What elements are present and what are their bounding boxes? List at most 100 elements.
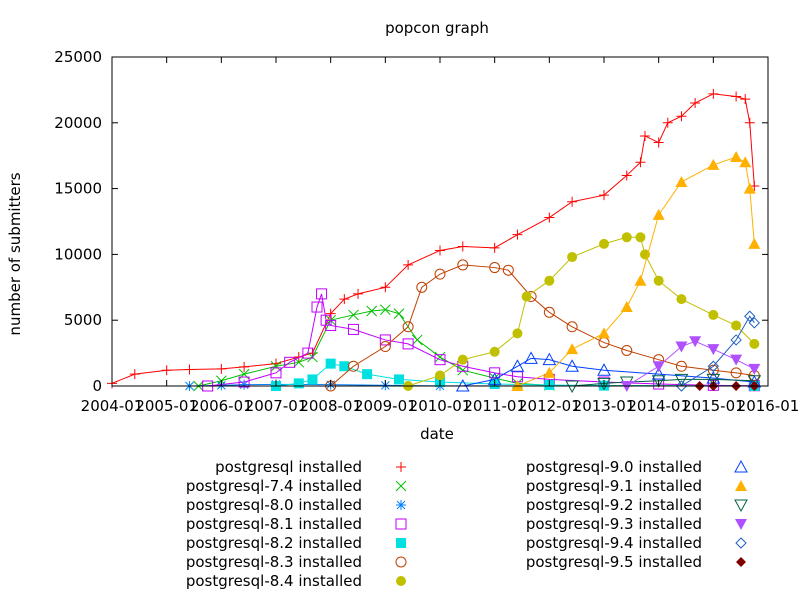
data-point (402, 321, 414, 333)
data-point (403, 259, 414, 270)
data-point (293, 378, 304, 389)
plot-series (107, 88, 762, 394)
chart-title: popcon graph (385, 19, 489, 37)
data-point (565, 359, 579, 372)
y-tick-label: 0 (92, 377, 102, 395)
legend-label: postgresql-9.4 installed (526, 534, 702, 552)
data-point (502, 264, 514, 276)
data-point (434, 354, 446, 366)
data-point (747, 375, 762, 388)
data-point (730, 367, 742, 379)
data-point (707, 158, 720, 170)
series-8 (511, 151, 761, 391)
data-point (599, 190, 609, 201)
data-point (730, 334, 742, 346)
data-point (239, 379, 250, 390)
legend-entry: postgresql installed (215, 458, 406, 476)
series-6 (403, 232, 760, 391)
y-axis-label: number of submitters (6, 172, 24, 335)
data-point (238, 376, 250, 388)
data-point (489, 242, 500, 253)
legend-label: postgresql-9.3 installed (526, 515, 702, 533)
data-point (652, 361, 665, 373)
data-point (521, 291, 532, 302)
data-point (239, 361, 250, 372)
series-0 (107, 88, 760, 389)
data-point (311, 301, 323, 313)
data-point (635, 232, 646, 243)
data-point (675, 176, 688, 188)
data-point (748, 237, 761, 249)
data-point (567, 252, 578, 263)
series-line (111, 93, 755, 384)
data-point (735, 519, 747, 530)
legend-entry: postgresql-7.4 installed (186, 477, 407, 495)
data-point (524, 351, 538, 364)
legend-entry: postgresql-9.0 installed (526, 458, 748, 476)
data-point (270, 360, 282, 372)
data-point (675, 341, 688, 353)
data-point (621, 344, 633, 356)
legend-label: postgresql-9.1 installed (526, 477, 702, 495)
data-point (708, 88, 719, 99)
data-point (393, 308, 405, 319)
series-10 (620, 336, 761, 392)
legend-label: postgresql-8.4 installed (186, 572, 362, 590)
data-point (435, 245, 445, 256)
data-point (325, 319, 337, 331)
series-3 (202, 288, 760, 392)
data-point (293, 352, 304, 363)
legend-entry: postgresql-8.2 installed (186, 534, 406, 552)
data-point (416, 281, 428, 293)
data-point (634, 274, 647, 286)
data-point (129, 369, 140, 380)
series-11 (675, 310, 761, 392)
data-point (707, 360, 720, 372)
data-point (396, 462, 406, 472)
data-point (736, 557, 746, 567)
data-point (707, 344, 720, 356)
data-point (597, 377, 611, 391)
data-point (621, 170, 632, 181)
data-point (734, 499, 748, 513)
x-tick-label: 2016-01 (737, 397, 800, 415)
y-tick-label: 20000 (54, 114, 102, 132)
data-point (316, 288, 328, 300)
x-tick-label: 2004-01 (81, 397, 144, 415)
data-point (489, 346, 500, 357)
data-point (512, 229, 523, 240)
data-point (339, 294, 350, 305)
data-point (543, 366, 556, 378)
data-point (653, 137, 664, 148)
legend-label: postgresql-7.4 installed (186, 477, 362, 495)
data-point (652, 208, 665, 220)
data-point (284, 356, 296, 368)
data-point (402, 338, 414, 350)
data-point (690, 98, 701, 109)
data-point (651, 375, 666, 388)
data-point (395, 518, 407, 530)
legend-entry: postgresql-8.3 installed (186, 553, 407, 571)
data-point (662, 117, 673, 128)
legend-entry: postgresql-9.4 installed (526, 534, 747, 552)
x-tick-label: 2010-01 (409, 397, 472, 415)
series-5 (325, 259, 760, 392)
data-point (362, 369, 373, 380)
axes: 05000100001500020000250002004-012005-012… (54, 48, 799, 415)
data-point (597, 363, 611, 376)
x-tick-label: 2014-01 (627, 397, 690, 415)
x-axis-label: date (420, 425, 454, 443)
data-point (635, 157, 646, 168)
data-point (396, 538, 406, 548)
legend-entry: postgresql-9.3 installed (526, 515, 747, 533)
data-point (676, 111, 687, 122)
data-point (674, 373, 689, 387)
legend-label: postgresql-8.3 installed (186, 553, 362, 571)
data-point (457, 241, 468, 252)
data-point (566, 321, 578, 333)
x-tick-label: 2007-01 (245, 397, 308, 415)
data-point (749, 338, 760, 349)
data-point (735, 480, 747, 491)
data-point (675, 380, 688, 392)
